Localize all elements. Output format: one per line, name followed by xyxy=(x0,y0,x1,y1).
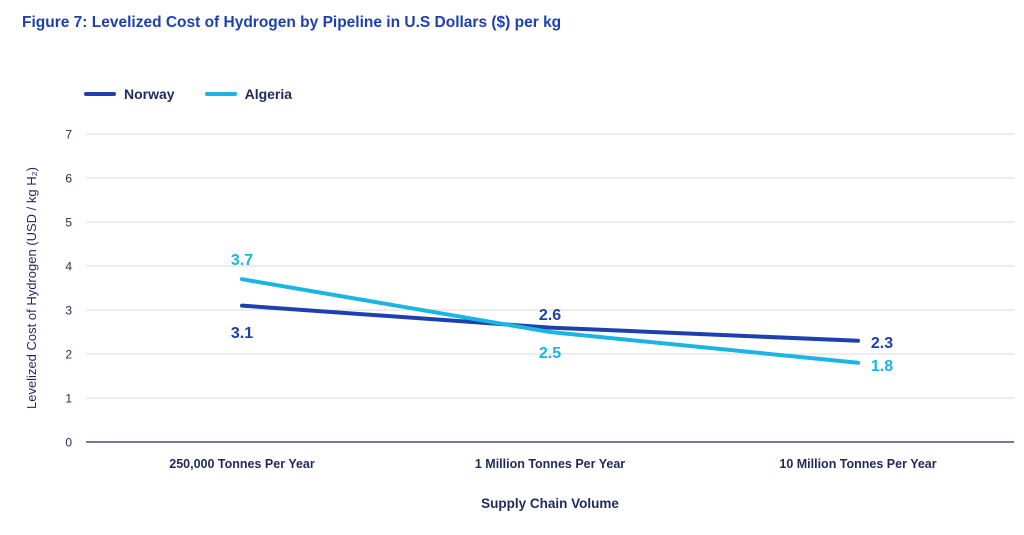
legend-item-norway: Norway xyxy=(84,86,175,102)
x-axis-title: Supply Chain Volume xyxy=(481,496,619,511)
data-label-algeria: 3.7 xyxy=(231,252,253,269)
legend-swatch-norway xyxy=(84,92,116,96)
series-line-algeria xyxy=(240,277,860,365)
y-tick-label: 6 xyxy=(65,172,72,186)
legend-item-algeria: Algeria xyxy=(204,86,293,102)
data-label-norway: 3.1 xyxy=(231,325,253,342)
y-tick-label: 3 xyxy=(65,304,72,318)
legend-label-algeria: Algeria xyxy=(244,86,293,102)
figure-title: Figure 7: Levelized Cost of Hydrogen by … xyxy=(22,14,562,31)
x-tick-label: 10 Million Tonnes Per Year xyxy=(779,457,936,471)
data-label-algeria: 1.8 xyxy=(871,358,893,375)
y-axis-title: Levelized Cost of Hydrogen (USD / kg H₂) xyxy=(24,167,39,409)
y-tick-label: 4 xyxy=(65,260,72,274)
data-label-norway: 2.3 xyxy=(871,335,893,352)
data-label-algeria: 2.5 xyxy=(539,345,561,362)
legend-swatch-algeria xyxy=(204,92,237,96)
x-tick-label: 250,000 Tonnes Per Year xyxy=(169,457,315,471)
y-tick-label: 5 xyxy=(65,216,72,230)
y-tick-label: 2 xyxy=(65,348,72,362)
legend-label-norway: Norway xyxy=(124,86,175,102)
y-tick-label: 0 xyxy=(65,436,72,450)
series-line-norway xyxy=(240,303,860,343)
legend: Norway Algeria xyxy=(84,86,292,102)
data-label-norway: 2.6 xyxy=(539,307,561,324)
x-tick-label: 1 Million Tonnes Per Year xyxy=(475,457,625,471)
y-tick-label: 1 xyxy=(65,392,72,406)
y-tick-label: 7 xyxy=(65,128,72,142)
